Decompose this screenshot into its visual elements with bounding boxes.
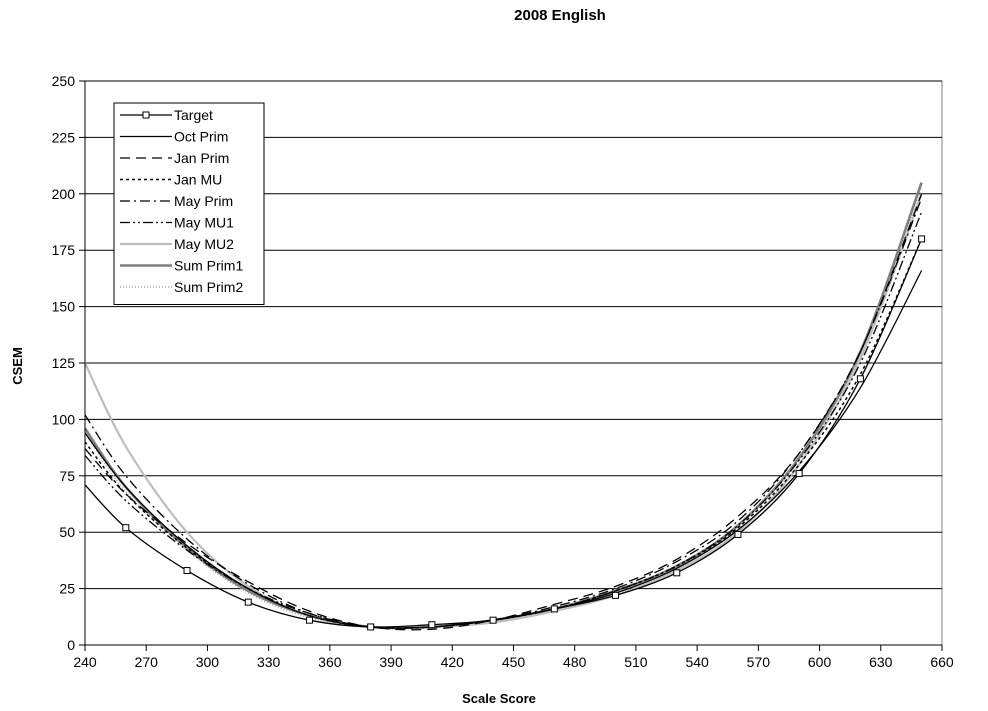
- y-tick-label: 50: [59, 524, 75, 540]
- series-marker: [673, 569, 681, 577]
- legend-item: Sum Prim1: [120, 258, 243, 274]
- legend-label: Target: [174, 107, 213, 123]
- series-marker: [734, 530, 742, 538]
- y-tick-label: 100: [52, 411, 76, 427]
- y-tick-label: 0: [67, 637, 75, 653]
- series-may-mu2: [84, 193, 923, 630]
- x-tick-labels: 240 270 300 330 360 390 420 450 480 510 540 570 600 6…: [73, 654, 954, 670]
- y-tick-label: 175: [52, 242, 76, 258]
- series-line: [84, 198, 923, 629]
- series-marker: [489, 616, 497, 624]
- legend-label: Jan MU: [174, 172, 222, 188]
- axes: [79, 80, 943, 651]
- series-marker: [795, 470, 803, 478]
- legend-marker: [142, 111, 150, 119]
- y-tick-label: 225: [52, 129, 76, 145]
- series-layer: [83, 182, 926, 631]
- x-tick-label: 360: [318, 654, 342, 670]
- legend: Target Oct Prim Jan Prim Jan MU May Prim May …: [113, 102, 265, 305]
- y-tick-label: 150: [52, 299, 76, 315]
- series-jan-prim: [84, 193, 923, 631]
- y-axis-title: CSEM: [10, 347, 25, 385]
- series-marker: [183, 567, 191, 575]
- legend-item: Sum Prim2: [120, 279, 243, 295]
- y-tick-label: 125: [52, 355, 76, 371]
- series-line: [84, 193, 923, 631]
- legend-label: May MU2: [174, 236, 234, 252]
- series-marker: [856, 375, 864, 383]
- x-tick-label: 630: [869, 654, 893, 670]
- legend-label: May MU1: [174, 215, 234, 231]
- series-marker: [612, 591, 620, 599]
- x-tick-label: 600: [808, 654, 832, 670]
- legend-label: Sum Prim2: [174, 279, 243, 295]
- y-tick-label: 25: [59, 581, 75, 597]
- series-target: [84, 235, 926, 631]
- series-marker: [918, 235, 926, 243]
- series-marker: [122, 524, 130, 532]
- x-tick-label: 570: [747, 654, 771, 670]
- chart-title: 2008 English: [514, 7, 606, 24]
- x-tick-label: 540: [685, 654, 709, 670]
- legend-item: Jan MU: [120, 172, 222, 188]
- series-line: [84, 238, 923, 628]
- series-marker: [244, 598, 252, 606]
- series-may-prim: [84, 198, 923, 629]
- legend-item: Oct Prim: [120, 129, 228, 145]
- y-tick-label: 250: [52, 73, 76, 89]
- x-tick-label: 390: [379, 654, 403, 670]
- x-tick-label: 240: [73, 654, 97, 670]
- legend-label: Sum Prim1: [174, 258, 243, 274]
- x-tick-label: 510: [624, 654, 648, 670]
- legend-item: Target: [120, 107, 213, 123]
- legend-item: May MU2: [120, 236, 234, 252]
- legend-label: Oct Prim: [174, 129, 228, 145]
- legend-label: May Prim: [174, 193, 233, 209]
- series-marker: [428, 621, 436, 629]
- x-tick-label: 480: [563, 654, 587, 670]
- legend-item: Jan Prim: [120, 150, 229, 166]
- series-line: [84, 193, 923, 630]
- x-tick-label: 270: [135, 654, 159, 670]
- series-marker: [367, 623, 375, 631]
- x-tick-label: 300: [196, 654, 220, 670]
- x-tick-label: 660: [930, 654, 954, 670]
- series-marker: [550, 605, 558, 613]
- legend-item: May Prim: [120, 193, 233, 209]
- y-tick-label: 200: [52, 186, 76, 202]
- x-tick-label: 450: [502, 654, 526, 670]
- y-tick-label: 75: [59, 468, 75, 484]
- x-axis-title: Scale Score: [462, 691, 536, 706]
- series-marker: [305, 616, 313, 624]
- legend-item: May MU1: [120, 215, 234, 231]
- x-tick-label: 330: [257, 654, 281, 670]
- x-tick-label: 420: [441, 654, 465, 670]
- y-tick-labels: 0 25 50 75 100 125 150 175 200 225 250: [52, 73, 76, 653]
- legend-label: Jan Prim: [174, 150, 229, 166]
